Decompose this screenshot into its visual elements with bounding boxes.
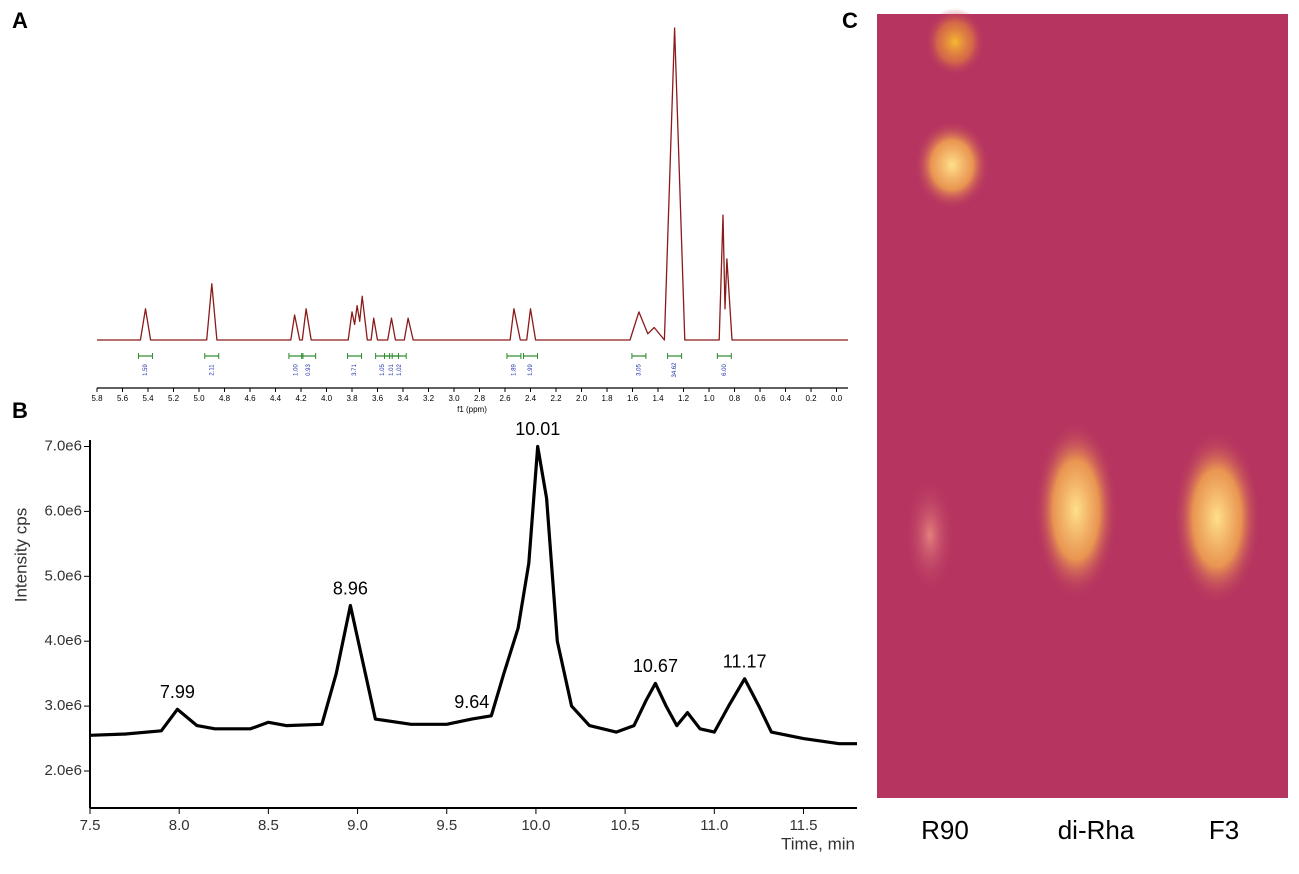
- integral-label: 1.02: [397, 364, 403, 376]
- integral-label: 1.05: [380, 364, 386, 376]
- x-tick-label: 2.8: [474, 394, 486, 403]
- x-tick-label: 4.0: [321, 394, 333, 403]
- x-tick-label: 3.6: [372, 394, 384, 403]
- integral-label: 3.05: [636, 364, 642, 376]
- x-tick-label: 1.2: [678, 394, 690, 403]
- integral-label: 34.62: [672, 362, 678, 378]
- x-tick-label: 10.0: [521, 817, 550, 834]
- x-tick-label: 1.6: [627, 394, 639, 403]
- integral-label: 0.93: [306, 364, 312, 376]
- tlc-plate: [877, 8, 1288, 798]
- peak-label: 11.17: [723, 652, 767, 672]
- x-tick-label: 1.0: [703, 394, 715, 403]
- integral-label: 1.00: [293, 364, 299, 376]
- x-tick-label: 5.2: [168, 394, 180, 403]
- integral-label: 2.11: [209, 364, 215, 376]
- x-tick-label: 11.0: [700, 817, 728, 834]
- x-tick-label: 11.5: [789, 817, 817, 834]
- spot: [904, 475, 956, 595]
- peak-label: 10.01: [515, 419, 560, 439]
- x-tick-label: 3.0: [448, 394, 460, 403]
- spot: [1173, 430, 1261, 606]
- spot: [914, 120, 990, 210]
- x-tick-label: 7.5: [80, 817, 101, 834]
- peak-label: 8.96: [333, 578, 368, 598]
- y-tick-label: 7.0e6: [44, 437, 82, 454]
- x-tick-label: 1.8: [601, 394, 613, 403]
- y-tick-label: 2.0e6: [44, 762, 82, 779]
- integral-label: 3.71: [352, 364, 358, 376]
- lane-label: R90: [921, 815, 969, 845]
- integral-label: 1.59: [143, 364, 149, 376]
- x-tick-label: 2.6: [499, 394, 511, 403]
- x-tick-label: 4.6: [244, 394, 256, 403]
- x-tick-label: 8.0: [169, 817, 190, 834]
- x-tick-label: 5.8: [91, 394, 103, 403]
- peak-label: 9.64: [454, 692, 489, 712]
- y-tick-label: 6.0e6: [44, 502, 82, 519]
- y-axis-label: Intensity cps: [11, 508, 30, 603]
- panel-label: B: [12, 398, 28, 423]
- x-tick-label: 9.5: [436, 817, 457, 834]
- peak-label: 10.67: [633, 656, 678, 676]
- peak-label: 7.99: [160, 682, 195, 702]
- y-tick-label: 3.0e6: [44, 697, 82, 714]
- panel-label: C: [842, 8, 858, 33]
- x-tick-label: 3.8: [346, 394, 358, 403]
- spot: [925, 8, 985, 76]
- x-tick-label: 0.0: [831, 394, 843, 403]
- x-tick-label: 0.2: [805, 394, 817, 403]
- lane-label: F3: [1209, 815, 1239, 845]
- x-tick-label: 5.4: [142, 394, 154, 403]
- x-tick-label: 4.4: [270, 394, 282, 403]
- x-tick-label: 9.0: [347, 817, 368, 834]
- integral-label: 1.01: [389, 364, 395, 376]
- x-tick-label: 10.5: [611, 817, 640, 834]
- integral-label: 6.00: [722, 364, 728, 376]
- spot: [1034, 420, 1118, 600]
- spectrum-line: [97, 27, 848, 341]
- x-axis-label: Time, min: [781, 834, 855, 853]
- x-tick-label: 0.4: [780, 394, 792, 403]
- integral-label: 1.89: [512, 364, 518, 376]
- y-tick-label: 4.0e6: [44, 632, 82, 649]
- x-tick-label: 3.2: [423, 394, 435, 403]
- y-tick-label: 5.0e6: [44, 567, 82, 584]
- x-tick-label: 1.4: [652, 394, 664, 403]
- x-tick-label: 4.2: [295, 394, 307, 403]
- x-tick-label: 5.0: [193, 394, 205, 403]
- x-tick-label: 8.5: [258, 817, 279, 834]
- x-tick-label: 4.8: [219, 394, 231, 403]
- x-tick-label: 3.4: [397, 394, 409, 403]
- x-tick-label: 2.0: [576, 394, 588, 403]
- integral-label: 1.99: [528, 364, 534, 376]
- x-tick-label: 5.6: [117, 394, 129, 403]
- x-tick-label: 0.6: [754, 394, 766, 403]
- panel-label: A: [12, 8, 28, 33]
- x-tick-label: 0.8: [729, 394, 741, 403]
- spectrum-line: [89, 444, 857, 746]
- lane-label: di-Rha: [1058, 815, 1135, 845]
- x-tick-label: 2.2: [550, 394, 562, 403]
- x-axis-label: f1 (ppm): [457, 405, 487, 414]
- x-tick-label: 2.4: [525, 394, 537, 403]
